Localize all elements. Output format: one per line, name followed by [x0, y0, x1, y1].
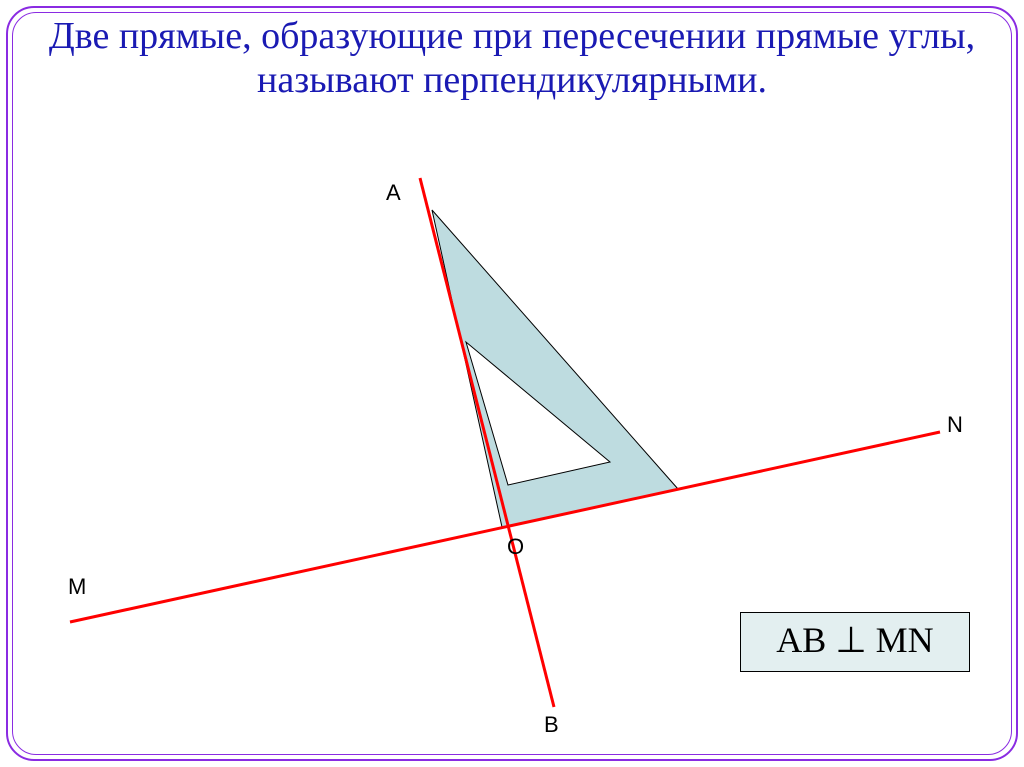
label-m: M: [68, 574, 86, 600]
label-a: A: [386, 180, 401, 206]
perpendicular-symbol: ⊥: [835, 620, 866, 660]
label-b: B: [544, 712, 559, 738]
formula-right: MN: [876, 620, 934, 660]
perpendicular-notation: AB ⊥ MN: [740, 612, 970, 672]
formula-left: AB: [776, 620, 826, 660]
label-o: O: [507, 534, 524, 560]
formula-space2: [867, 620, 876, 660]
label-n: N: [947, 412, 963, 438]
formula-space1: [826, 620, 835, 660]
